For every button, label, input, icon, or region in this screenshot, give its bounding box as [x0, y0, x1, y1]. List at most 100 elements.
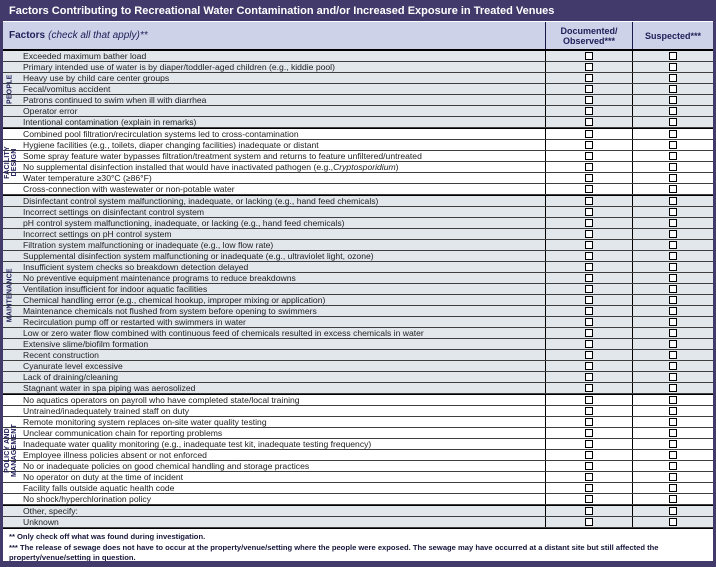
suspected-checkbox[interactable]: [669, 252, 677, 260]
documented-checkbox[interactable]: [585, 418, 593, 426]
suspected-checkbox[interactable]: [669, 241, 677, 249]
documented-checkbox[interactable]: [585, 329, 593, 337]
suspected-checkbox[interactable]: [669, 263, 677, 271]
suspected-checkbox[interactable]: [669, 274, 677, 282]
documented-checkbox[interactable]: [585, 163, 593, 171]
suspected-checkbox[interactable]: [669, 152, 677, 160]
documented-checkbox[interactable]: [585, 85, 593, 93]
suspected-checkbox[interactable]: [669, 130, 677, 138]
suspected-checkbox[interactable]: [669, 484, 677, 492]
suspected-checkbox[interactable]: [669, 219, 677, 227]
column-header-factors: Factors (check all that apply)**: [3, 22, 545, 49]
factor-label: No preventive equipment maintenance prog…: [23, 273, 296, 283]
suspected-checkbox[interactable]: [669, 340, 677, 348]
documented-checkbox[interactable]: [585, 219, 593, 227]
documented-checkbox[interactable]: [585, 307, 593, 315]
suspected-checkbox[interactable]: [669, 407, 677, 415]
factor-label: Unclear communication chain for reportin…: [23, 428, 223, 438]
documented-checkbox[interactable]: [585, 174, 593, 182]
suspected-checkbox[interactable]: [669, 451, 677, 459]
suspected-checkbox[interactable]: [669, 141, 677, 149]
factor-label: Other, specify:: [23, 506, 78, 516]
suspected-checkbox[interactable]: [669, 473, 677, 481]
documented-checkbox[interactable]: [585, 197, 593, 205]
suspected-checkbox[interactable]: [669, 96, 677, 104]
documented-checkbox[interactable]: [585, 396, 593, 404]
documented-checkbox[interactable]: [585, 362, 593, 370]
suspected-checkbox[interactable]: [669, 318, 677, 326]
documented-checkbox[interactable]: [585, 141, 593, 149]
suspected-checkbox[interactable]: [669, 495, 677, 503]
factor-label: Lack of draining/cleaning: [23, 372, 119, 382]
suspected-checkbox[interactable]: [669, 208, 677, 216]
suspected-checkbox[interactable]: [669, 185, 677, 193]
documented-checkbox[interactable]: [585, 74, 593, 82]
documented-cell: [545, 383, 632, 393]
documented-checkbox[interactable]: [585, 285, 593, 293]
documented-checkbox[interactable]: [585, 440, 593, 448]
suspected-checkbox[interactable]: [669, 418, 677, 426]
documented-checkbox[interactable]: [585, 407, 593, 415]
suspected-cell: [632, 439, 713, 449]
documented-checkbox[interactable]: [585, 462, 593, 470]
documented-checkbox[interactable]: [585, 208, 593, 216]
documented-checkbox[interactable]: [585, 263, 593, 271]
documented-checkbox[interactable]: [585, 152, 593, 160]
documented-checkbox[interactable]: [585, 373, 593, 381]
documented-checkbox[interactable]: [585, 340, 593, 348]
suspected-checkbox[interactable]: [669, 74, 677, 82]
documented-checkbox[interactable]: [585, 96, 593, 104]
suspected-checkbox[interactable]: [669, 296, 677, 304]
suspected-checkbox[interactable]: [669, 63, 677, 71]
suspected-checkbox[interactable]: [669, 52, 677, 60]
suspected-checkbox[interactable]: [669, 507, 677, 515]
documented-checkbox[interactable]: [585, 318, 593, 326]
factor-row: Filtration system malfunctioning or inad…: [3, 240, 713, 251]
suspected-checkbox[interactable]: [669, 362, 677, 370]
documented-checkbox[interactable]: [585, 63, 593, 71]
suspected-checkbox[interactable]: [669, 197, 677, 205]
suspected-checkbox[interactable]: [669, 373, 677, 381]
suspected-checkbox[interactable]: [669, 351, 677, 359]
suspected-cell: [632, 173, 713, 183]
documented-checkbox[interactable]: [585, 107, 593, 115]
documented-checkbox[interactable]: [585, 451, 593, 459]
suspected-checkbox[interactable]: [669, 329, 677, 337]
suspected-checkbox[interactable]: [669, 384, 677, 392]
suspected-cell: [632, 461, 713, 471]
suspected-checkbox[interactable]: [669, 163, 677, 171]
documented-checkbox[interactable]: [585, 473, 593, 481]
suspected-checkbox[interactable]: [669, 440, 677, 448]
suspected-checkbox[interactable]: [669, 85, 677, 93]
documented-checkbox[interactable]: [585, 351, 593, 359]
documented-checkbox[interactable]: [585, 518, 593, 526]
suspected-checkbox[interactable]: [669, 518, 677, 526]
documented-checkbox[interactable]: [585, 484, 593, 492]
suspected-checkbox[interactable]: [669, 107, 677, 115]
documented-checkbox[interactable]: [585, 185, 593, 193]
documented-checkbox[interactable]: [585, 495, 593, 503]
documented-checkbox[interactable]: [585, 296, 593, 304]
documented-checkbox[interactable]: [585, 52, 593, 60]
documented-checkbox[interactable]: [585, 241, 593, 249]
table-header-row: Factors (check all that apply)** Documen…: [3, 22, 713, 51]
suspected-cell: [632, 162, 713, 172]
suspected-checkbox[interactable]: [669, 174, 677, 182]
suspected-checkbox[interactable]: [669, 396, 677, 404]
suspected-checkbox[interactable]: [669, 230, 677, 238]
documented-checkbox[interactable]: [585, 118, 593, 126]
documented-checkbox[interactable]: [585, 429, 593, 437]
documented-checkbox[interactable]: [585, 252, 593, 260]
suspected-checkbox[interactable]: [669, 118, 677, 126]
suspected-checkbox[interactable]: [669, 307, 677, 315]
suspected-checkbox[interactable]: [669, 462, 677, 470]
factor-label: Incorrect settings on pH control system: [23, 229, 172, 239]
documented-checkbox[interactable]: [585, 230, 593, 238]
documented-checkbox[interactable]: [585, 274, 593, 282]
documented-checkbox[interactable]: [585, 507, 593, 515]
suspected-checkbox[interactable]: [669, 429, 677, 437]
documented-cell: [545, 428, 632, 438]
documented-checkbox[interactable]: [585, 130, 593, 138]
documented-checkbox[interactable]: [585, 384, 593, 392]
suspected-checkbox[interactable]: [669, 285, 677, 293]
